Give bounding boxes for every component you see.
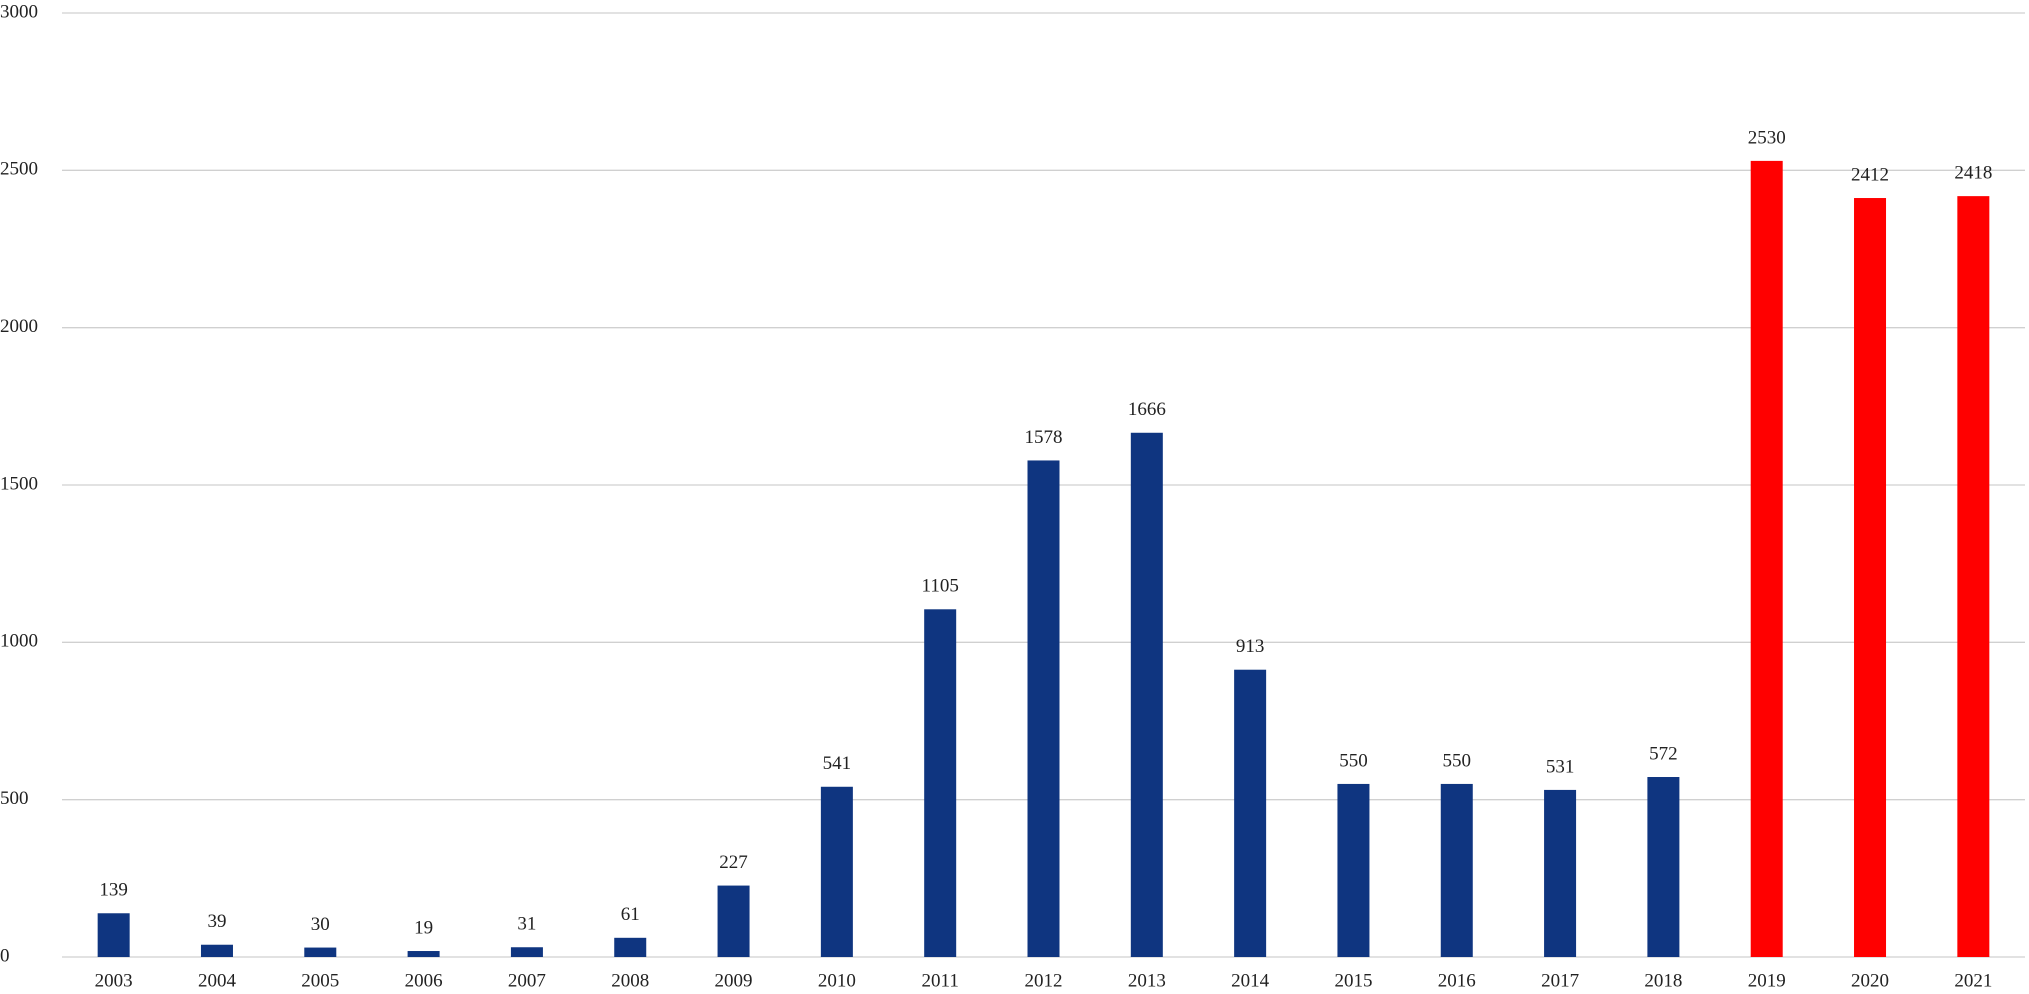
x-tick-label: 2004 bbox=[198, 970, 237, 991]
bar bbox=[407, 951, 440, 957]
y-tick-label: 3000 bbox=[0, 1, 38, 22]
bar bbox=[97, 913, 130, 957]
x-tick-label: 2007 bbox=[508, 970, 546, 991]
y-tick-label: 1000 bbox=[0, 631, 38, 652]
data-label: 39 bbox=[207, 911, 226, 932]
bar bbox=[200, 944, 233, 957]
data-label: 913 bbox=[1236, 636, 1265, 657]
x-tick-label: 2010 bbox=[818, 970, 856, 991]
bar bbox=[614, 937, 647, 957]
bar bbox=[820, 786, 853, 957]
data-label: 531 bbox=[1546, 756, 1575, 777]
x-tick-label: 2009 bbox=[715, 970, 753, 991]
x-tick-label: 2013 bbox=[1128, 970, 1166, 991]
bar bbox=[1027, 460, 1060, 957]
x-tick-label: 2008 bbox=[611, 970, 649, 991]
bar bbox=[1234, 669, 1267, 957]
data-label: 2412 bbox=[1851, 164, 1889, 185]
data-label: 30 bbox=[311, 914, 330, 935]
bar bbox=[1854, 198, 1887, 958]
x-tick-label: 2018 bbox=[1644, 970, 1682, 991]
bar bbox=[1544, 789, 1577, 957]
data-label: 550 bbox=[1339, 750, 1368, 771]
data-label: 139 bbox=[99, 880, 128, 901]
bar bbox=[1750, 160, 1783, 958]
data-label: 1666 bbox=[1128, 399, 1166, 420]
x-tick-label: 2015 bbox=[1334, 970, 1372, 991]
data-label: 1578 bbox=[1025, 427, 1063, 448]
bar bbox=[1337, 783, 1370, 957]
bar bbox=[1130, 432, 1163, 957]
data-label: 572 bbox=[1649, 743, 1678, 764]
bar bbox=[304, 947, 337, 957]
bar bbox=[717, 885, 750, 957]
x-tick-label: 2006 bbox=[405, 970, 443, 991]
data-label: 19 bbox=[414, 917, 433, 938]
x-tick-label: 2016 bbox=[1438, 970, 1476, 991]
data-label: 1105 bbox=[922, 576, 959, 597]
x-tick-label: 2012 bbox=[1025, 970, 1063, 991]
y-tick-label: 0 bbox=[0, 945, 10, 966]
y-tick-label: 2500 bbox=[0, 159, 38, 180]
data-label: 550 bbox=[1443, 750, 1472, 771]
x-tick-label: 2005 bbox=[301, 970, 339, 991]
bar bbox=[1440, 783, 1473, 957]
y-tick-label: 500 bbox=[0, 788, 29, 809]
data-label: 227 bbox=[719, 852, 748, 873]
bar bbox=[924, 609, 957, 957]
x-tick-label: 2020 bbox=[1851, 970, 1889, 991]
data-label: 2418 bbox=[1954, 162, 1992, 183]
data-label: 2530 bbox=[1748, 127, 1786, 148]
bar bbox=[510, 947, 543, 957]
data-label: 31 bbox=[517, 914, 536, 935]
x-tick-label: 2017 bbox=[1541, 970, 1579, 991]
bar bbox=[1957, 196, 1990, 958]
data-label: 541 bbox=[823, 753, 852, 774]
x-tick-label: 2021 bbox=[1954, 970, 1992, 991]
x-tick-label: 2011 bbox=[922, 970, 959, 991]
x-tick-label: 2003 bbox=[95, 970, 133, 991]
bar bbox=[1647, 777, 1680, 957]
x-tick-label: 2019 bbox=[1748, 970, 1786, 991]
y-tick-label: 1500 bbox=[0, 473, 38, 494]
x-tick-label: 2014 bbox=[1231, 970, 1270, 991]
y-tick-label: 2000 bbox=[0, 316, 38, 337]
data-label: 61 bbox=[621, 904, 640, 925]
